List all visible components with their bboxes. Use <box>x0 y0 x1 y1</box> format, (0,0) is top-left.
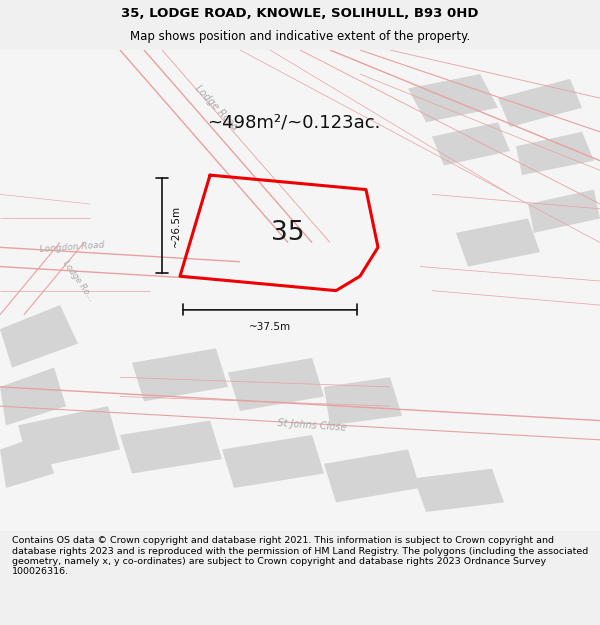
Polygon shape <box>414 469 504 512</box>
Polygon shape <box>228 358 324 411</box>
Polygon shape <box>408 74 498 122</box>
Polygon shape <box>0 50 600 531</box>
Text: 35, LODGE ROAD, KNOWLE, SOLIHULL, B93 0HD: 35, LODGE ROAD, KNOWLE, SOLIHULL, B93 0H… <box>121 7 479 19</box>
Polygon shape <box>516 132 594 175</box>
Polygon shape <box>132 348 228 401</box>
Text: Contains OS data © Crown copyright and database right 2021. This information is : Contains OS data © Crown copyright and d… <box>12 536 588 576</box>
Text: St Johns Close: St Johns Close <box>277 418 347 432</box>
Text: Lodge Road: Lodge Road <box>193 83 239 132</box>
Polygon shape <box>18 406 120 469</box>
Polygon shape <box>222 435 324 488</box>
Polygon shape <box>432 122 510 166</box>
Polygon shape <box>0 368 66 426</box>
Polygon shape <box>456 218 540 266</box>
Text: Map shows position and indicative extent of the property.: Map shows position and indicative extent… <box>130 30 470 43</box>
Polygon shape <box>0 435 54 488</box>
Polygon shape <box>528 189 600 233</box>
Polygon shape <box>324 378 402 426</box>
Polygon shape <box>120 421 222 474</box>
Polygon shape <box>498 79 582 127</box>
Text: ~26.5m: ~26.5m <box>171 204 181 247</box>
Polygon shape <box>324 449 420 503</box>
Polygon shape <box>0 305 78 368</box>
Text: 35: 35 <box>271 220 305 246</box>
Text: ~37.5m: ~37.5m <box>249 322 291 332</box>
Text: ~498m²/~0.123ac.: ~498m²/~0.123ac. <box>208 113 380 131</box>
Text: Longdon Road: Longdon Road <box>40 241 104 254</box>
Text: Lodge Ro...: Lodge Ro... <box>61 259 95 303</box>
